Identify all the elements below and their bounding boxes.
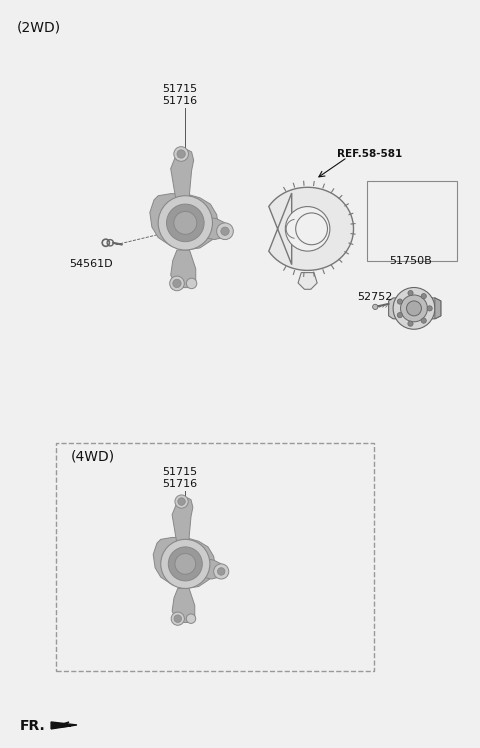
Circle shape bbox=[174, 615, 181, 622]
Text: 51715: 51715 bbox=[162, 468, 198, 477]
Circle shape bbox=[217, 568, 225, 575]
Circle shape bbox=[174, 147, 189, 162]
Polygon shape bbox=[179, 202, 204, 238]
Circle shape bbox=[186, 614, 196, 623]
Circle shape bbox=[158, 196, 213, 250]
Circle shape bbox=[408, 321, 413, 326]
Bar bbox=[56, 443, 374, 671]
Text: 54561D: 54561D bbox=[69, 259, 113, 269]
Polygon shape bbox=[190, 215, 227, 239]
Polygon shape bbox=[269, 187, 353, 270]
Circle shape bbox=[173, 279, 181, 287]
Circle shape bbox=[372, 304, 378, 310]
Circle shape bbox=[177, 150, 185, 158]
Circle shape bbox=[178, 497, 185, 506]
Polygon shape bbox=[180, 545, 202, 577]
Text: (4WD): (4WD) bbox=[71, 450, 115, 464]
Polygon shape bbox=[153, 538, 216, 589]
Text: FR.: FR. bbox=[19, 719, 45, 733]
Text: 51716: 51716 bbox=[162, 479, 198, 489]
Circle shape bbox=[397, 299, 403, 304]
Circle shape bbox=[407, 301, 421, 316]
Circle shape bbox=[421, 318, 426, 323]
Circle shape bbox=[161, 539, 210, 589]
Text: REF.58-581: REF.58-581 bbox=[337, 150, 403, 159]
Circle shape bbox=[168, 547, 202, 581]
Text: (2WD): (2WD) bbox=[16, 20, 60, 34]
Polygon shape bbox=[189, 557, 223, 579]
Circle shape bbox=[186, 278, 197, 289]
Polygon shape bbox=[389, 298, 441, 319]
Circle shape bbox=[393, 287, 435, 329]
Polygon shape bbox=[51, 722, 71, 728]
Circle shape bbox=[296, 213, 327, 245]
Circle shape bbox=[216, 223, 233, 239]
Circle shape bbox=[169, 276, 184, 291]
Polygon shape bbox=[51, 722, 77, 729]
Text: 51750B: 51750B bbox=[389, 256, 432, 266]
Circle shape bbox=[421, 293, 426, 298]
Circle shape bbox=[401, 295, 427, 322]
Circle shape bbox=[214, 564, 229, 579]
Circle shape bbox=[427, 306, 432, 311]
Text: 52752: 52752 bbox=[357, 292, 393, 302]
Polygon shape bbox=[298, 272, 317, 289]
Text: 51716: 51716 bbox=[162, 96, 198, 105]
Polygon shape bbox=[172, 497, 193, 557]
Circle shape bbox=[174, 212, 197, 234]
Circle shape bbox=[285, 206, 330, 251]
Circle shape bbox=[408, 290, 413, 295]
Circle shape bbox=[167, 204, 204, 242]
Circle shape bbox=[175, 554, 196, 574]
Polygon shape bbox=[435, 298, 441, 319]
Text: 51715: 51715 bbox=[162, 84, 198, 94]
Circle shape bbox=[171, 612, 184, 625]
Polygon shape bbox=[171, 150, 193, 215]
Circle shape bbox=[221, 227, 229, 236]
Polygon shape bbox=[172, 589, 195, 622]
Polygon shape bbox=[171, 250, 196, 287]
Polygon shape bbox=[150, 194, 219, 250]
Circle shape bbox=[175, 495, 188, 508]
Bar bbox=[367, 181, 457, 260]
Circle shape bbox=[397, 313, 402, 318]
